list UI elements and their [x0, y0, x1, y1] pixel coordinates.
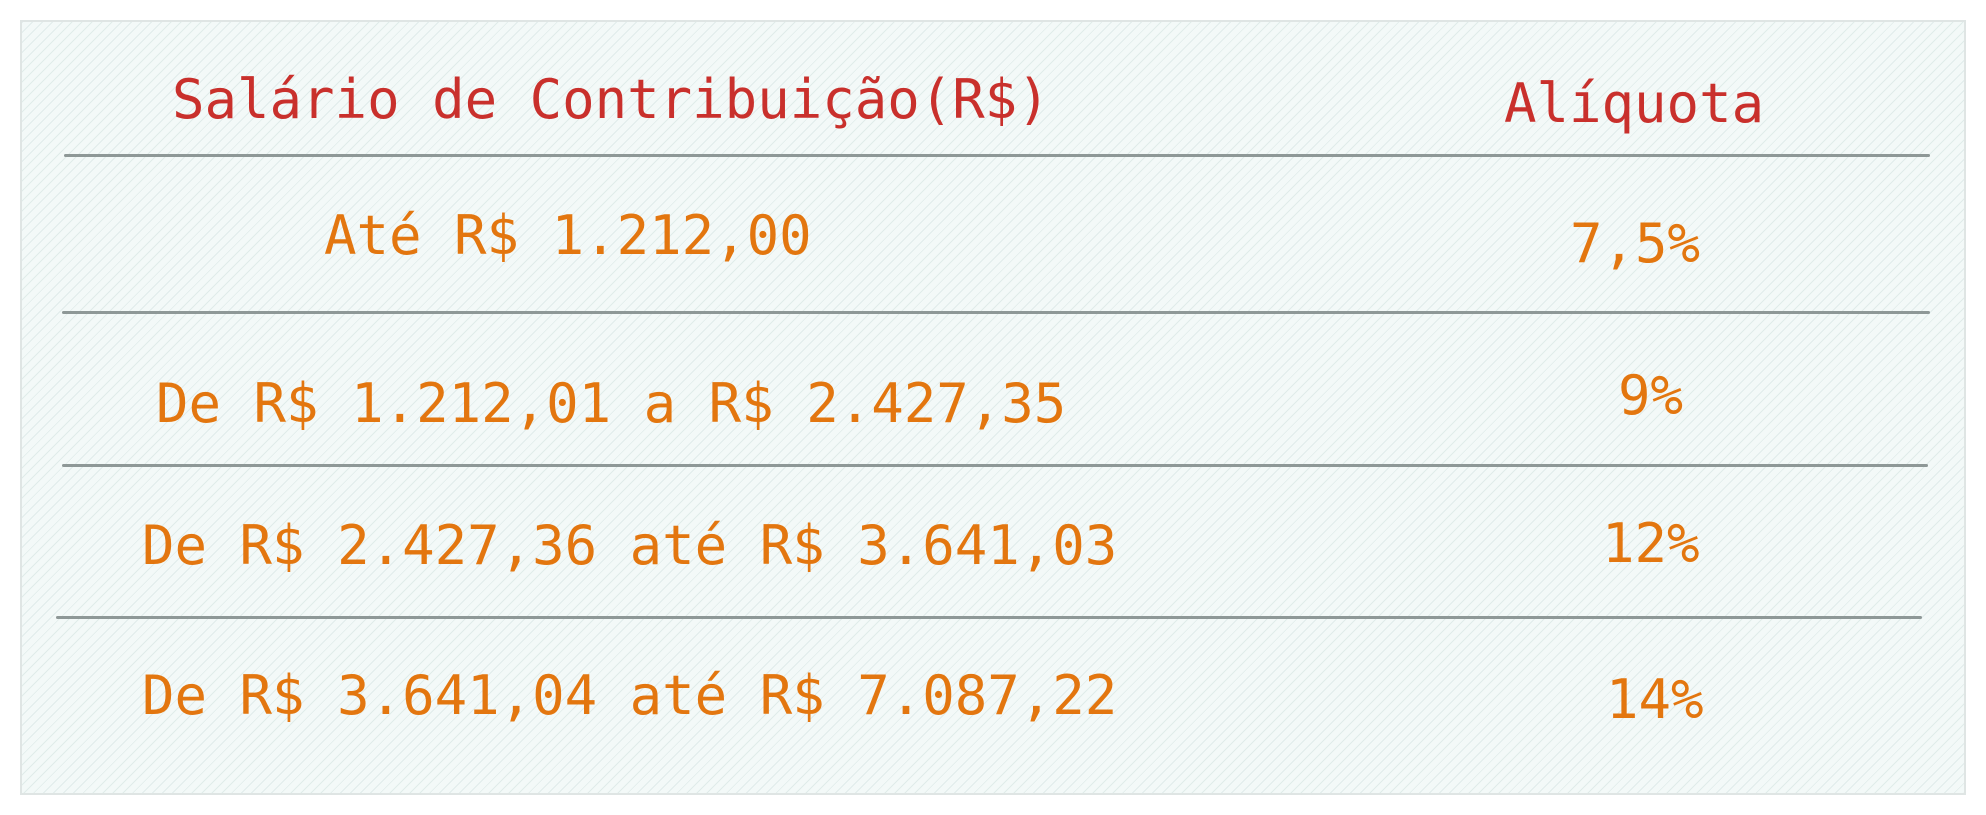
row-divider-1 — [62, 311, 1930, 314]
row-divider-2 — [62, 464, 1928, 467]
row-1-rate: 7,5% — [1570, 212, 1701, 275]
row-2-range: De R$ 1.212,01 a R$ 2.427,35 — [156, 372, 1067, 435]
row-4-range: De R$ 3.641,04 até R$ 7.087,22 — [142, 664, 1118, 727]
header-salary-range: Salário de Contribuição(R$) — [172, 68, 1050, 131]
row-1-range: Até R$ 1.212,00 — [324, 204, 812, 267]
row-divider-3 — [56, 616, 1922, 619]
row-2-rate: 9% — [1618, 364, 1684, 427]
row-3-range: De R$ 2.427,36 até R$ 3.641,03 — [142, 514, 1118, 577]
row-3-rate: 12% — [1602, 512, 1700, 575]
inss-rate-table — [20, 20, 1966, 795]
row-4-rate: 14% — [1606, 668, 1704, 731]
header-divider — [64, 154, 1930, 157]
header-rate: Alíquota — [1504, 72, 1765, 135]
